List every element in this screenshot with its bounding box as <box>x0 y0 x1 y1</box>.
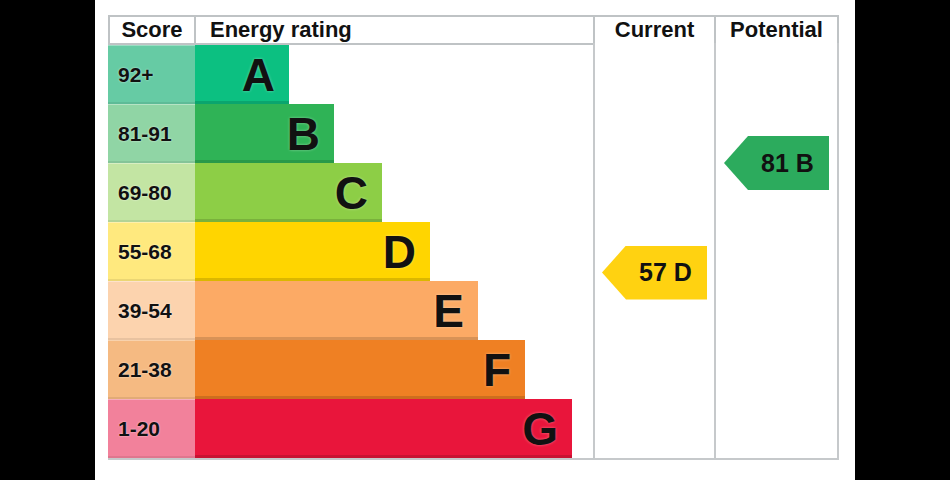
score-range-label: 92+ <box>118 63 154 87</box>
band-row-c: 69-80 C <box>108 163 382 222</box>
score-range-label: 81-91 <box>118 122 172 146</box>
column-header-current: Current <box>593 15 716 45</box>
column-header-score: Score <box>108 15 196 45</box>
score-range-cell: 21-38 <box>108 340 195 399</box>
rating-bar-a: A <box>195 45 289 104</box>
score-range-cell: 1-20 <box>108 399 195 458</box>
band-row-d: 55-68 D <box>108 222 430 281</box>
band-row-g: 1-20 G <box>108 399 572 458</box>
rating-letter: F <box>483 347 511 393</box>
rating-bar-c: C <box>195 163 382 222</box>
rating-letter: A <box>242 52 275 98</box>
score-range-cell: 55-68 <box>108 222 195 281</box>
rating-bar-b: B <box>195 104 334 163</box>
score-range-label: 21-38 <box>118 358 172 382</box>
rating-letter: C <box>335 170 368 216</box>
table-bottom-border <box>108 458 839 460</box>
rating-bar-f: F <box>195 340 525 399</box>
score-range-cell: 69-80 <box>108 163 195 222</box>
score-range-cell: 92+ <box>108 45 195 104</box>
current-rating-label: 57 D <box>639 258 692 287</box>
rating-letter: D <box>383 229 416 275</box>
band-row-a: 92+ A <box>108 45 289 104</box>
score-range-label: 55-68 <box>118 240 172 264</box>
rating-letter: E <box>433 288 464 334</box>
potential-column <box>714 43 839 460</box>
band-row-f: 21-38 F <box>108 340 525 399</box>
score-range-cell: 81-91 <box>108 104 195 163</box>
rating-letter: B <box>287 111 320 157</box>
rating-bar-e: E <box>195 281 478 340</box>
score-range-label: 69-80 <box>118 181 172 205</box>
rating-letter: G <box>522 406 558 452</box>
band-row-e: 39-54 E <box>108 281 478 340</box>
rating-bar-g: G <box>195 399 572 458</box>
score-range-label: 39-54 <box>118 299 172 323</box>
rating-bar-d: D <box>195 222 430 281</box>
potential-rating-label: 81 B <box>761 149 814 178</box>
column-header-energy-rating: Energy rating <box>194 15 595 45</box>
band-row-b: 81-91 B <box>108 104 334 163</box>
column-header-potential: Potential <box>714 15 839 45</box>
epc-energy-rating-chart: Score Energy rating Current Potential 92… <box>0 0 950 480</box>
score-range-label: 1-20 <box>118 417 160 441</box>
score-range-cell: 39-54 <box>108 281 195 340</box>
